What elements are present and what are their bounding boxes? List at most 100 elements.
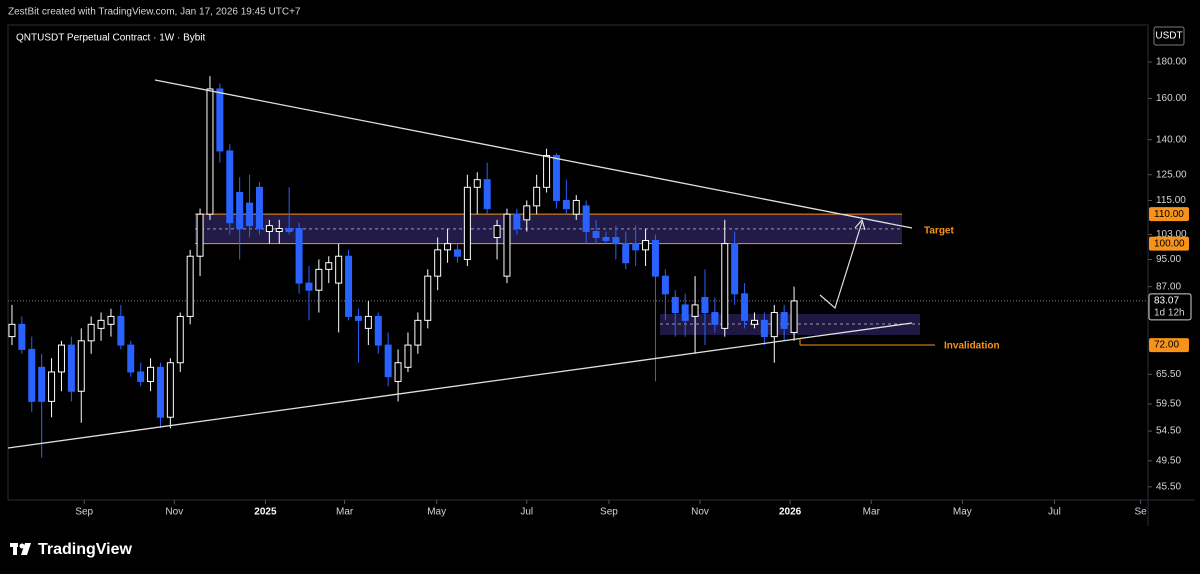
y-tick-label: 59.50 xyxy=(1156,399,1181,410)
candle-body xyxy=(354,315,362,321)
candle-body xyxy=(552,155,560,201)
candle-body xyxy=(453,249,461,257)
candle-body xyxy=(691,304,699,317)
candle-body xyxy=(315,268,323,291)
candle-body xyxy=(295,228,303,284)
x-tick-label: Mar xyxy=(863,507,881,518)
candle-body xyxy=(770,312,778,338)
candle-body xyxy=(394,362,402,382)
candle-body xyxy=(18,323,26,350)
drawings: Target Invalidation xyxy=(7,79,1000,449)
y-tick-label: 65.50 xyxy=(1156,369,1181,380)
x-tick-label: 2026 xyxy=(779,507,802,518)
candle-body xyxy=(661,275,669,295)
candle-body xyxy=(651,240,659,277)
projection-arrow xyxy=(819,221,863,310)
candle-body xyxy=(275,228,283,233)
candle-body xyxy=(147,366,155,382)
annotation: Target xyxy=(924,226,954,237)
candle-body xyxy=(760,319,768,338)
x-tick-label: Jul xyxy=(520,507,533,518)
candle-body xyxy=(97,319,105,329)
price-label-box xyxy=(1149,338,1189,353)
logo-mark xyxy=(13,543,17,555)
candle-body xyxy=(255,186,263,230)
candle-body xyxy=(285,228,293,233)
candle-body xyxy=(701,296,709,314)
candle-body xyxy=(582,205,590,233)
candle-body xyxy=(523,205,531,221)
y-tick-label: 49.50 xyxy=(1156,455,1181,466)
credit: ZestBit created with TradingView.com, Ja… xyxy=(8,7,301,18)
candle-body xyxy=(424,275,432,321)
candle-body xyxy=(117,315,125,346)
candle-body xyxy=(612,237,620,245)
candle-body xyxy=(473,179,481,188)
countdown: 1d 12h xyxy=(1154,308,1185,319)
candle-body xyxy=(137,371,145,382)
candle-body xyxy=(305,282,313,291)
x-tick-label: Mar xyxy=(336,507,354,518)
candle-body xyxy=(642,240,650,251)
currency-box[interactable] xyxy=(1153,26,1185,46)
candle-body xyxy=(543,155,551,188)
y-tick-label: 95.00 xyxy=(1156,254,1181,265)
chart-title: QNTUSDT Perpetual Contract · 1W · Bybit xyxy=(16,33,206,44)
logo-mark xyxy=(21,543,31,555)
candle-body xyxy=(592,231,600,239)
candle-body xyxy=(572,199,580,215)
arrow-head xyxy=(854,218,866,231)
candle-body xyxy=(513,213,521,230)
candle-body xyxy=(493,225,501,239)
y-tick-label: 160.00 xyxy=(1156,93,1187,104)
price-label: 100.00 xyxy=(1154,238,1185,249)
candle-body xyxy=(444,243,452,251)
candle-body xyxy=(38,366,46,402)
price-label: 72.00 xyxy=(1154,340,1179,351)
candle-body xyxy=(127,344,135,373)
candle-body xyxy=(156,366,164,418)
upper-trendline xyxy=(154,79,913,229)
candle-body xyxy=(77,340,85,392)
candle-body xyxy=(57,344,65,373)
y-tick-label: 125.00 xyxy=(1156,169,1187,180)
candle-body xyxy=(741,293,749,321)
candle-body xyxy=(374,315,382,346)
candle-body xyxy=(87,323,95,342)
x-tick-label: Sep xyxy=(75,507,93,518)
candle-body xyxy=(483,179,491,210)
candle-body xyxy=(404,344,412,368)
y-tick-label: 115.00 xyxy=(1156,195,1186,206)
last-price-box xyxy=(1148,293,1192,321)
candle-body xyxy=(750,319,758,325)
candle-body xyxy=(166,362,174,418)
candle-body xyxy=(721,243,729,329)
x-tick-label: Se xyxy=(1134,507,1147,518)
candle-body xyxy=(632,243,640,251)
candle-body xyxy=(226,150,234,224)
currency[interactable]: USDT xyxy=(1155,31,1182,42)
candle-body xyxy=(265,225,273,233)
candle-body xyxy=(196,213,204,257)
candle-body xyxy=(790,300,798,333)
candle-body xyxy=(206,88,214,215)
x-tick-label: May xyxy=(427,507,446,518)
candle-body xyxy=(67,344,75,392)
logo xyxy=(10,543,31,555)
candle-body xyxy=(107,315,115,325)
candle-body xyxy=(48,371,56,402)
candle-body xyxy=(434,249,442,277)
logo-mark xyxy=(19,543,25,549)
candle-body xyxy=(186,255,194,317)
x-tick-label: Nov xyxy=(165,507,183,518)
candle-body xyxy=(384,344,392,378)
price-label: 110.00 xyxy=(1154,209,1184,220)
price-label-box xyxy=(1149,207,1189,222)
candle-body xyxy=(780,312,788,329)
x-tick-label: Sep xyxy=(600,507,618,518)
candle-body xyxy=(681,304,689,321)
y-tick-label: 103.00 xyxy=(1156,229,1187,240)
brand: TradingView xyxy=(38,541,133,558)
candle-body xyxy=(533,186,541,207)
